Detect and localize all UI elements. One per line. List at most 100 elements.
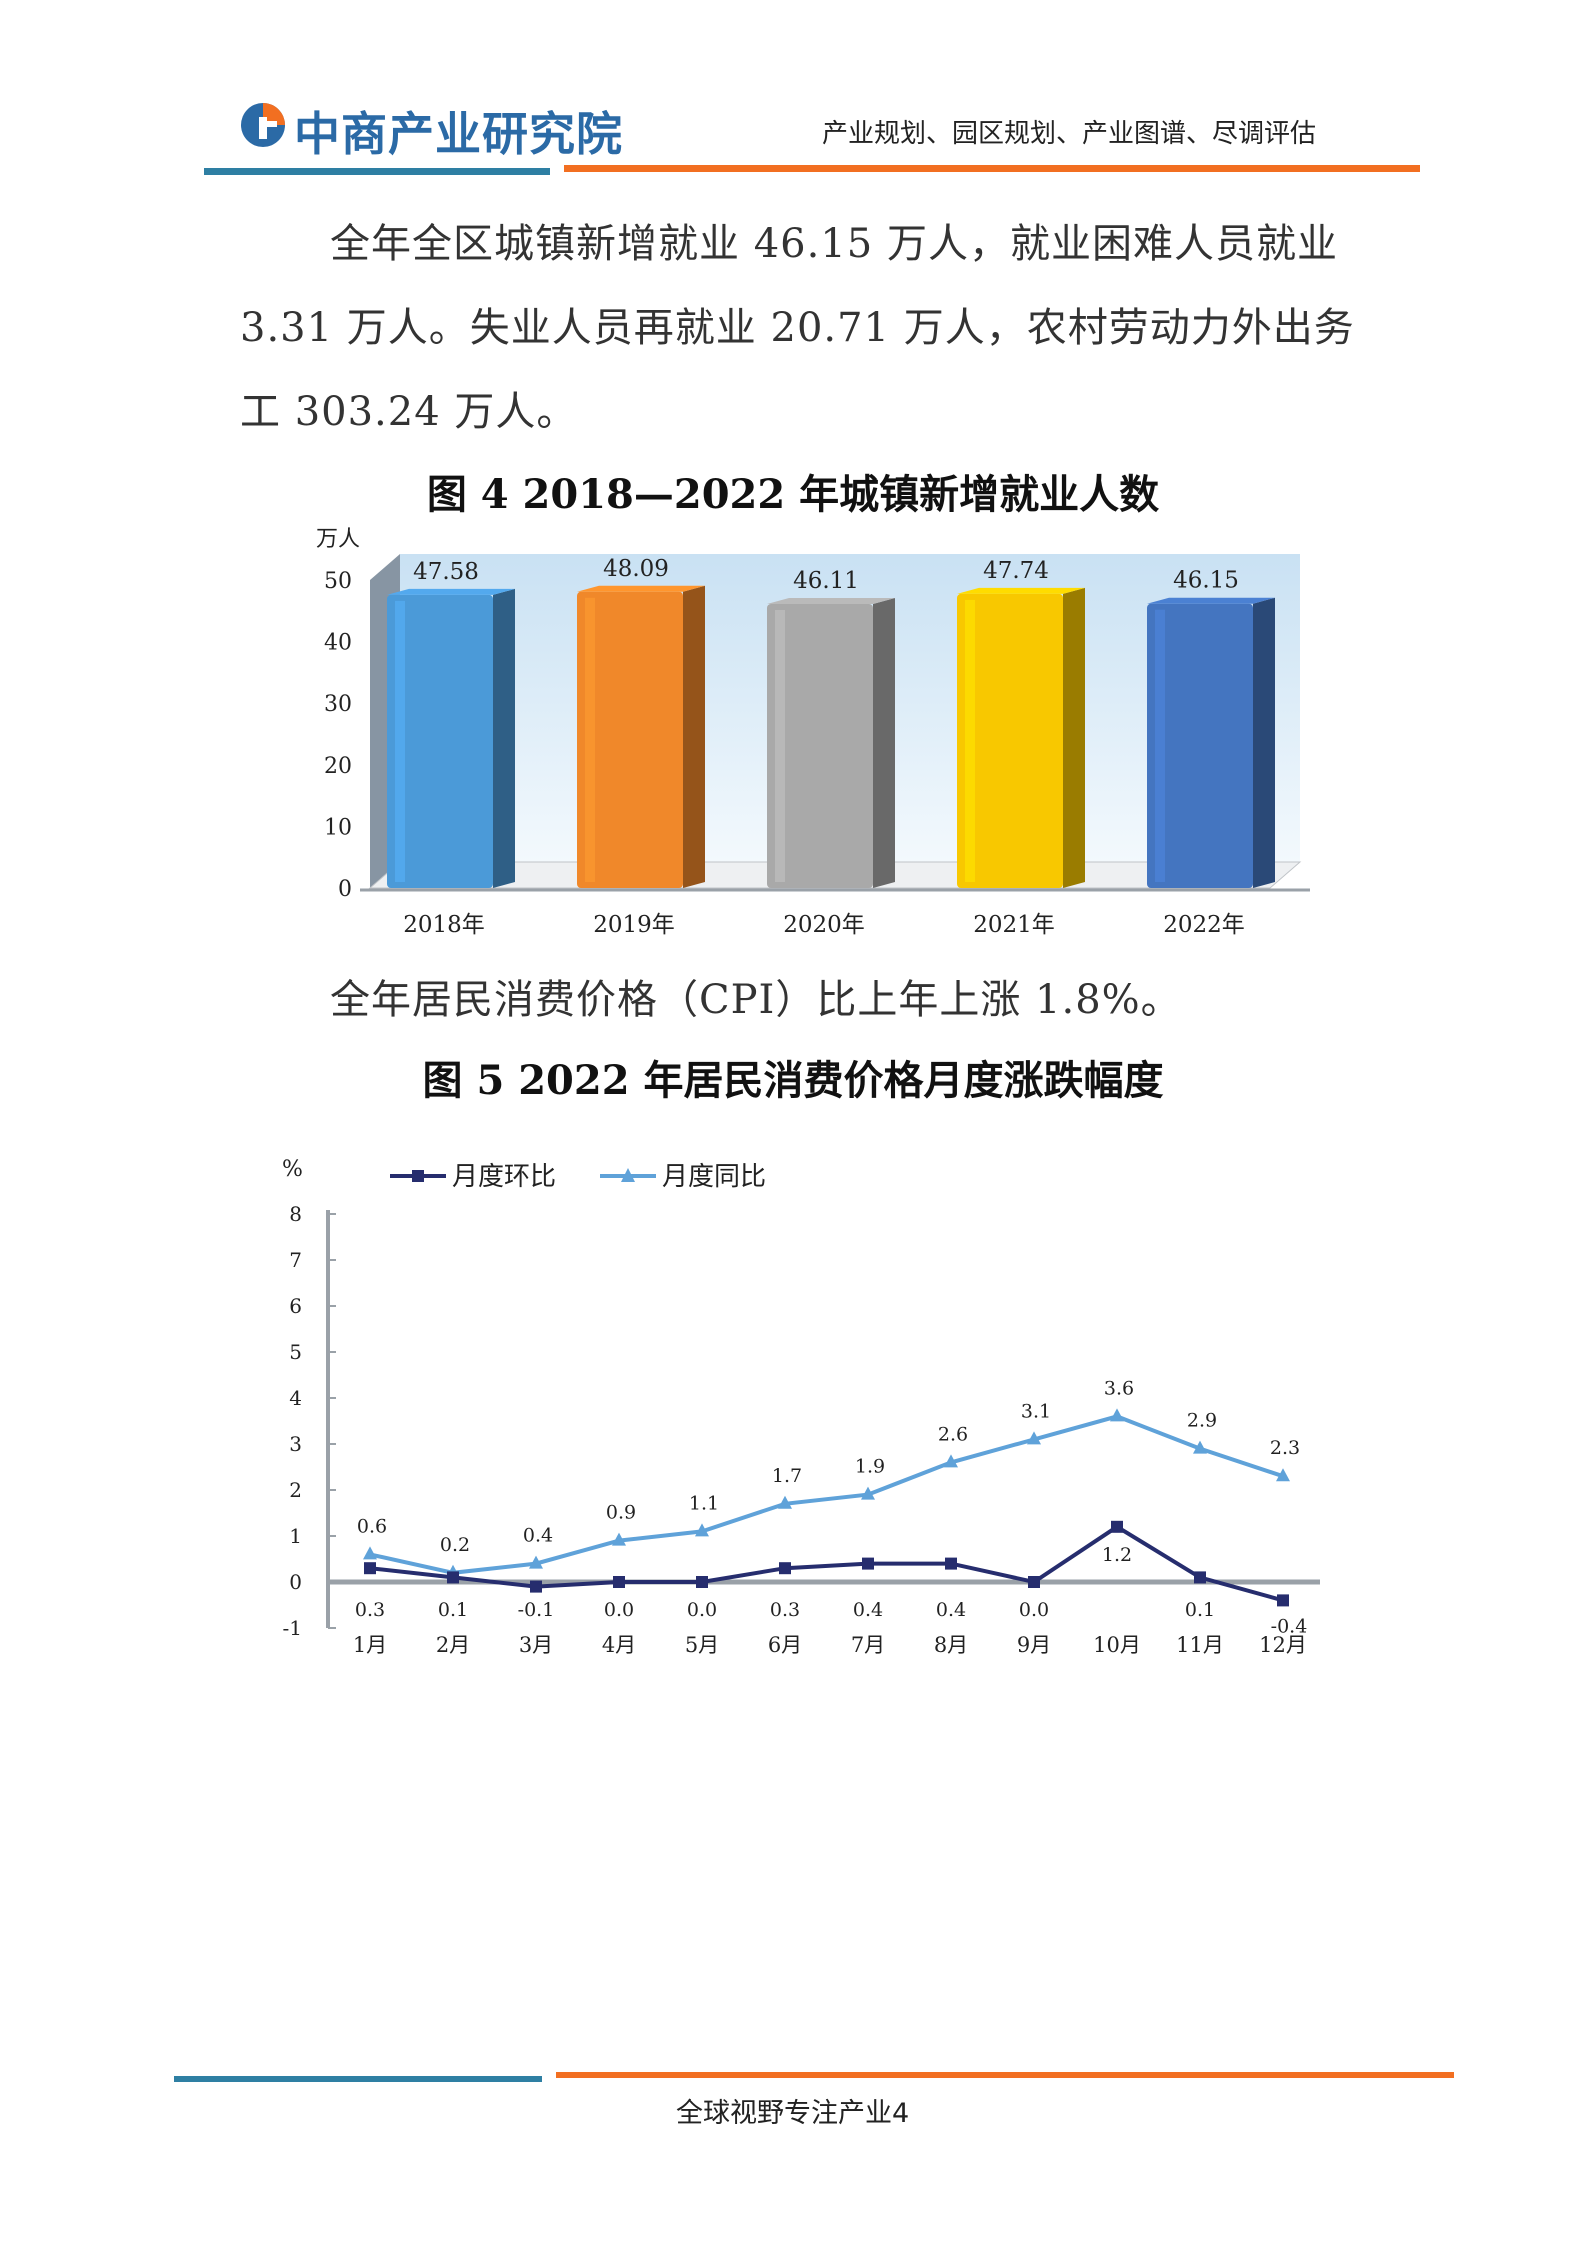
bar-side: [1253, 597, 1275, 888]
x-tick-label: 2020年: [783, 912, 865, 938]
paragraph-line: 工 303.24 万人。: [240, 389, 578, 435]
data-label: 0.9: [606, 1502, 636, 1524]
x-tick-label: 8月: [934, 1633, 968, 1657]
bar-value-label: 48.09: [603, 556, 669, 582]
x-tick-label: 2月: [436, 1633, 470, 1657]
bar-side: [873, 597, 895, 888]
bar-side: [683, 585, 705, 888]
data-label: 0.0: [1019, 1599, 1049, 1621]
y-tick-label: 3: [289, 1432, 302, 1456]
bar-highlight: [775, 609, 785, 882]
bar-highlight: [395, 600, 405, 882]
y-axis-label: 万人: [316, 527, 360, 552]
data-label: 3.6: [1104, 1377, 1134, 1399]
logo-text: 中商产业研究院: [294, 107, 623, 161]
footer-rule-blue: [174, 2076, 542, 2082]
bar: [577, 591, 683, 888]
data-point: [364, 1562, 376, 1575]
legend-label: 月度同比: [662, 1162, 766, 1192]
data-point: [1277, 1594, 1289, 1607]
bar: [1147, 603, 1253, 888]
data-label: 0.0: [687, 1599, 717, 1621]
paragraph-line: 全年全区城镇新增就业 46.15 万人，就业困难人员就业: [330, 221, 1338, 267]
data-label: 1.9: [855, 1456, 885, 1478]
bar-highlight: [1155, 609, 1165, 882]
data-label: 1.1: [689, 1492, 719, 1514]
data-point: [1110, 1408, 1124, 1422]
data-label: 0.3: [355, 1599, 385, 1621]
data-label: 0.4: [936, 1599, 966, 1621]
data-point: [613, 1576, 625, 1588]
y-tick-label: 1: [289, 1524, 302, 1548]
footer-rule-orange: [556, 2072, 1454, 2078]
x-tick-label: 1月: [353, 1633, 387, 1657]
x-tick-label: 2019年: [593, 912, 675, 938]
y-tick-label: 5: [289, 1340, 302, 1364]
legend-marker: [412, 1170, 424, 1182]
y-tick-label: 0: [338, 877, 352, 902]
data-point: [447, 1571, 459, 1584]
x-tick-label: 11月: [1176, 1633, 1224, 1657]
bar-value-label: 47.74: [983, 558, 1049, 584]
data-point: [529, 1555, 543, 1569]
data-point: [862, 1557, 874, 1570]
data-label: 2.6: [938, 1423, 968, 1445]
data-label: -0.1: [518, 1599, 555, 1621]
bar-chart: 0 10 20 30 40 50 万人 47.58 2018年 48.09 2019年 46.11 20…: [316, 527, 1310, 938]
data-label: 2.3: [1270, 1437, 1300, 1459]
data-point: [363, 1546, 377, 1560]
data-point: [695, 1523, 709, 1537]
data-point: [530, 1580, 542, 1593]
bar-top: [1147, 597, 1275, 604]
line-chart: -1 0 1 2 3 4 5 6 7 8% 1月 2月 3月 4月 5月 6月 7月 8月 9月 10月 11月 12月 月…: [282, 1157, 1320, 1657]
data-point: [778, 1495, 792, 1509]
y-tick-label: 20: [324, 754, 352, 779]
x-tick-label: 4月: [602, 1633, 636, 1657]
data-label: 1.7: [772, 1465, 802, 1487]
footer-text: 全球视野专注产业4: [676, 2098, 910, 2129]
data-label: 0.2: [440, 1534, 470, 1556]
bar-top: [767, 597, 895, 604]
y-tick-label: 50: [324, 569, 352, 594]
bar: [767, 603, 873, 888]
data-point: [612, 1532, 626, 1546]
y-tick-label: 0: [289, 1570, 302, 1594]
data-label: 1.2: [1102, 1544, 1132, 1566]
data-label: 0.4: [523, 1525, 553, 1547]
x-tick-label: 2021年: [973, 912, 1055, 938]
x-tick-label: 2018年: [403, 912, 485, 938]
legend-marker: [621, 1168, 635, 1182]
bar-side: [1063, 587, 1085, 888]
y-tick-label: 40: [324, 631, 352, 656]
y-tick-label: -1: [283, 1616, 302, 1640]
data-label: 3.1: [1021, 1400, 1051, 1422]
x-tick-label: 7月: [851, 1633, 885, 1657]
y-tick-label: 6: [289, 1294, 302, 1318]
data-point: [945, 1557, 957, 1570]
y-tick-label: 4: [289, 1386, 302, 1410]
data-point: [944, 1454, 958, 1468]
data-label: 0.1: [1185, 1599, 1215, 1621]
bar-highlight: [585, 597, 595, 882]
y-tick-label: 30: [324, 692, 352, 717]
logo-icon: [241, 103, 285, 147]
x-tick-label: 10月: [1093, 1633, 1141, 1657]
bar-top: [957, 587, 1085, 594]
header-rule-blue: [204, 168, 550, 175]
data-label: 0.6: [357, 1515, 387, 1537]
bar-top: [577, 585, 705, 592]
x-tick-label: 5月: [685, 1633, 719, 1657]
data-point: [1194, 1571, 1206, 1584]
bar: [387, 594, 493, 888]
x-tick-label: 2022年: [1163, 912, 1245, 938]
bar-highlight: [965, 599, 975, 882]
header-tagline: 产业规划、园区规划、产业图谱、尽调评估: [822, 119, 1317, 149]
data-label: 0.4: [853, 1599, 883, 1621]
data-label: 0.1: [438, 1599, 468, 1621]
series-line: [369, 1524, 1284, 1603]
legend-label: 月度环比: [452, 1162, 556, 1192]
series-line: [369, 1414, 1284, 1575]
data-point: [779, 1562, 791, 1575]
header-rule-orange: [564, 165, 1420, 172]
data-point: [1276, 1468, 1290, 1482]
